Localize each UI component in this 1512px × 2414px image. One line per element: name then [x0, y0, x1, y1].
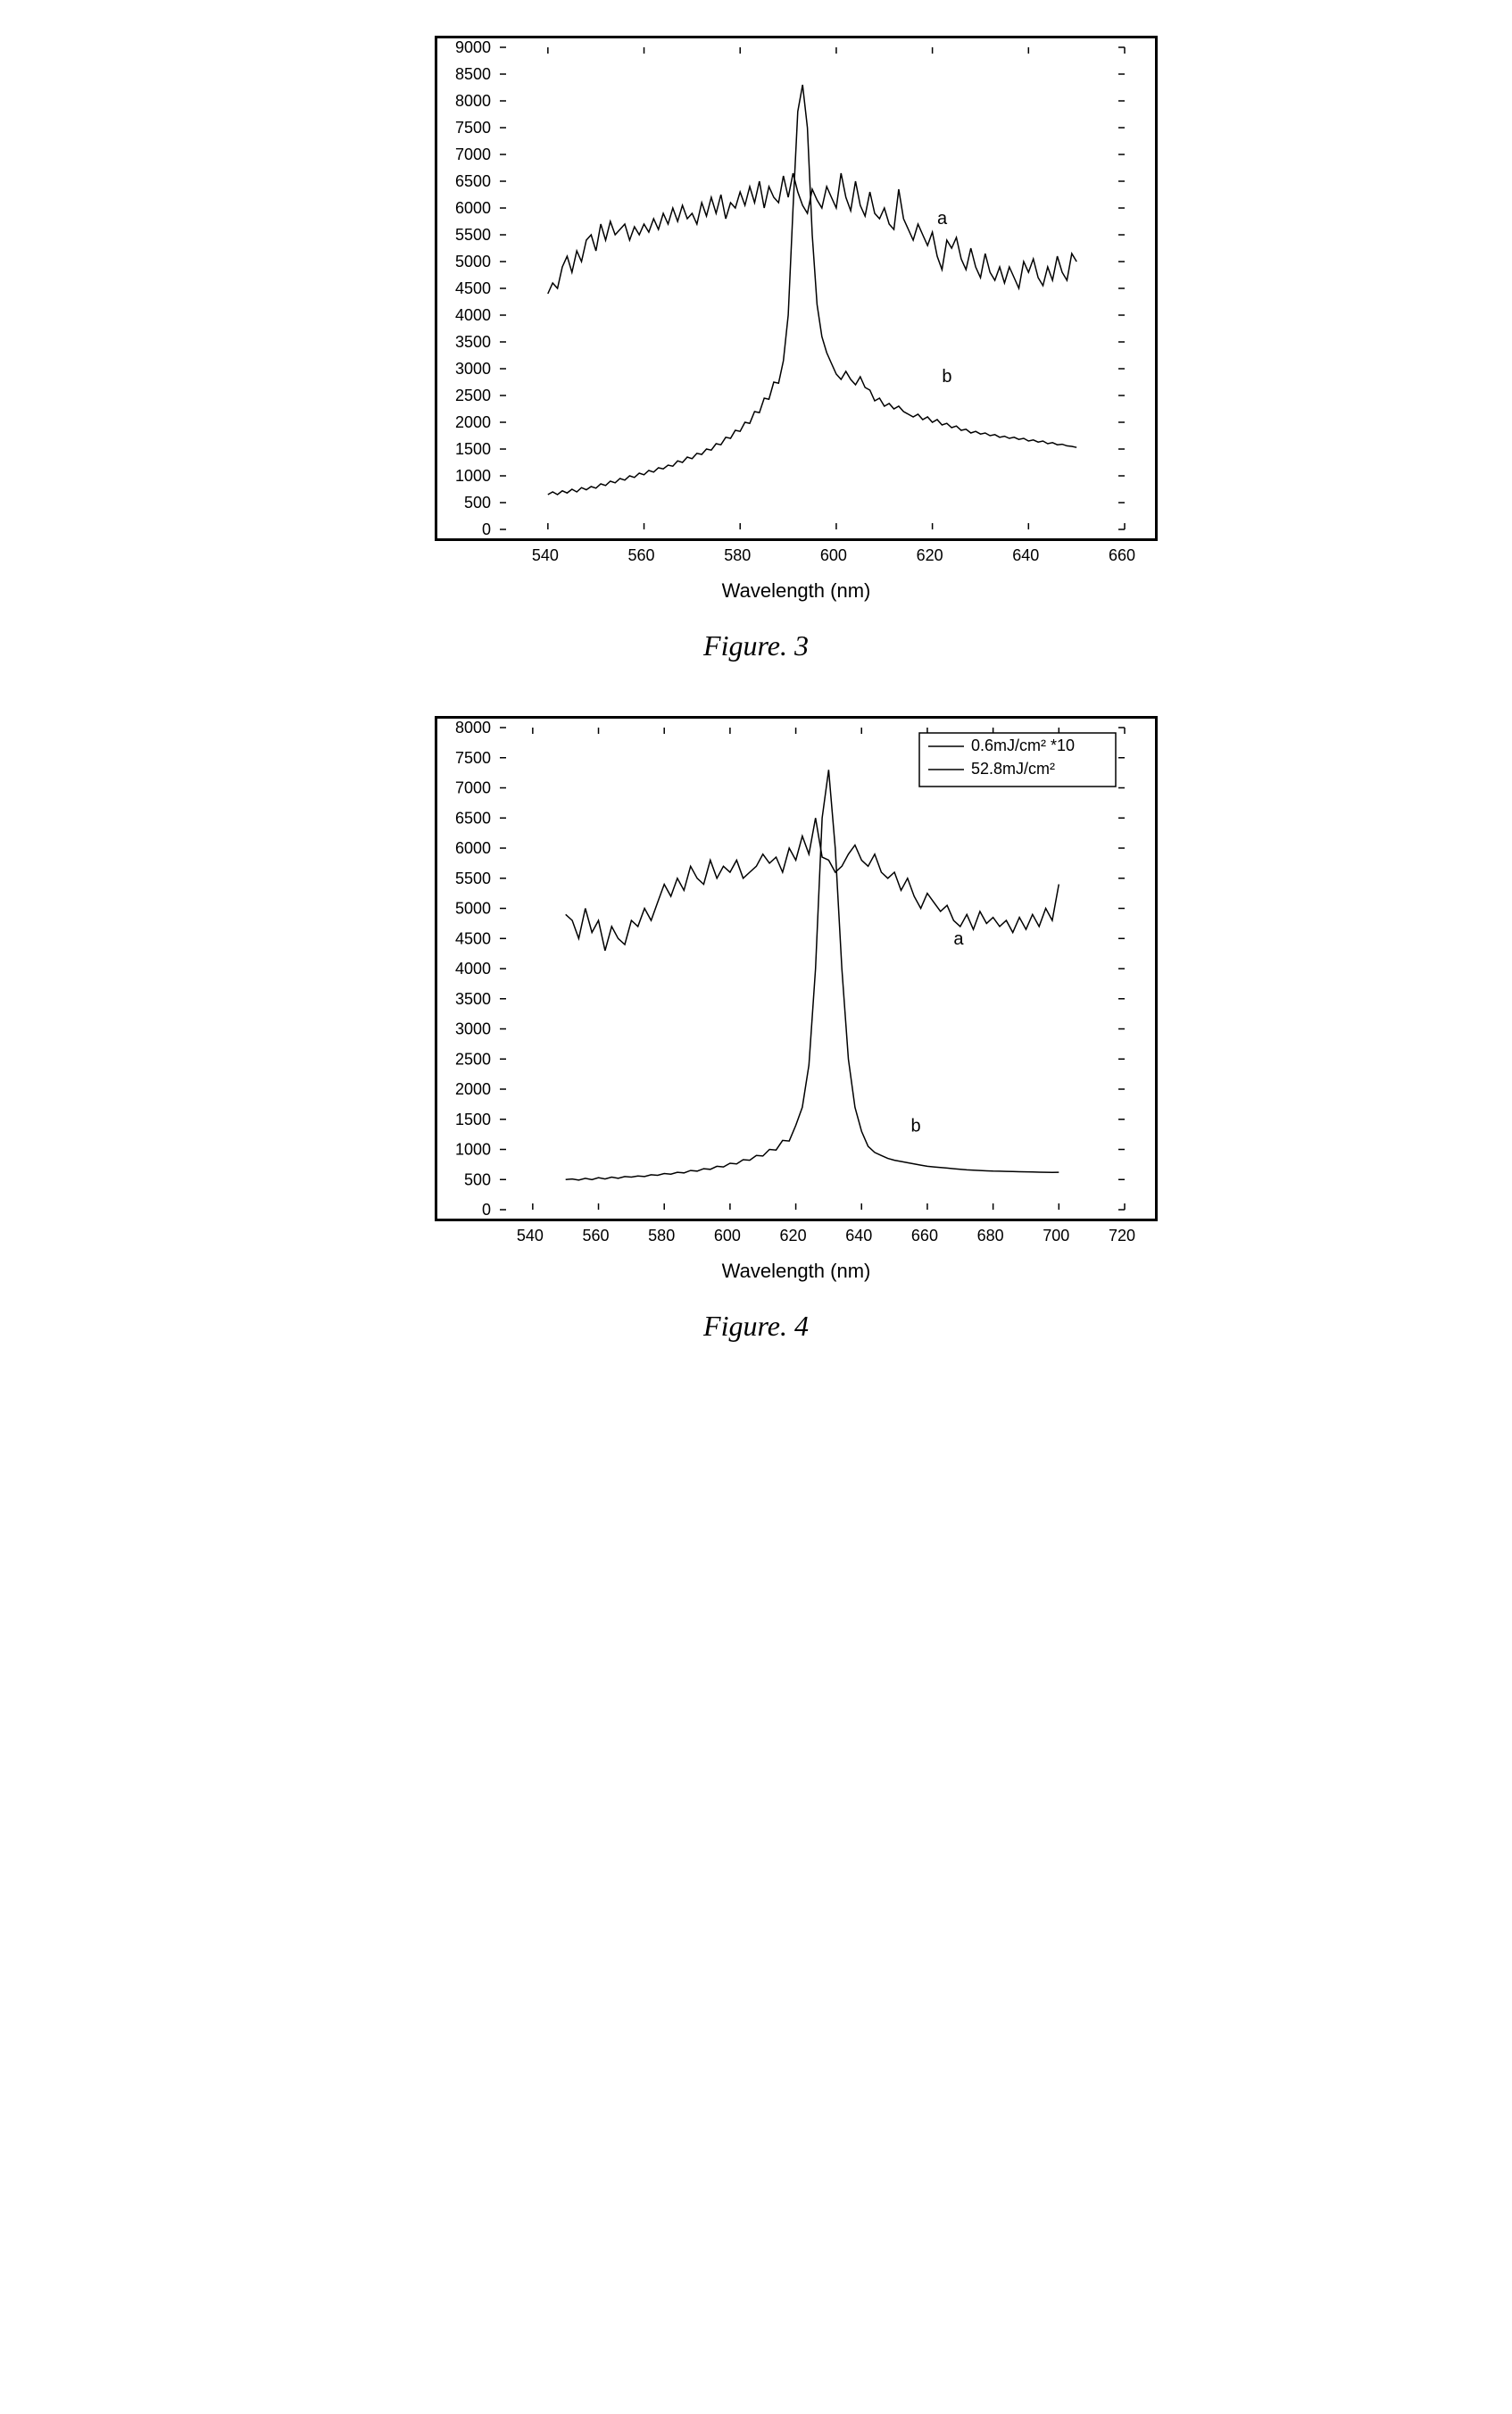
- svg-text:0: 0: [482, 520, 491, 538]
- svg-text:6500: 6500: [455, 172, 491, 190]
- figure-3-container: Emission Intensity (a.u.) 05001000150020…: [354, 36, 1158, 662]
- fig4-xlabel: Wavelength (nm): [435, 1260, 1158, 1283]
- figure-4-container: Peak Intensity (a.u.) 050010001500200025…: [354, 716, 1158, 1343]
- svg-text:a: a: [953, 929, 964, 949]
- svg-text:3500: 3500: [455, 990, 491, 1008]
- svg-text:540: 540: [532, 546, 559, 564]
- svg-text:5500: 5500: [455, 870, 491, 887]
- svg-text:700: 700: [1043, 1227, 1069, 1244]
- svg-text:560: 560: [628, 546, 655, 564]
- svg-text:8000: 8000: [455, 719, 491, 737]
- svg-text:1000: 1000: [455, 467, 491, 485]
- svg-text:b: b: [911, 1116, 921, 1136]
- svg-text:7000: 7000: [455, 779, 491, 797]
- svg-text:0: 0: [482, 1201, 491, 1219]
- svg-text:3500: 3500: [455, 333, 491, 351]
- svg-text:3000: 3000: [455, 360, 491, 378]
- svg-text:580: 580: [724, 546, 751, 564]
- svg-text:8000: 8000: [455, 92, 491, 110]
- svg-text:600: 600: [714, 1227, 741, 1244]
- svg-text:4000: 4000: [455, 960, 491, 978]
- svg-text:500: 500: [464, 494, 491, 512]
- svg-text:500: 500: [464, 1170, 491, 1188]
- fig3-caption: Figure. 3: [354, 629, 1158, 662]
- svg-text:720: 720: [1109, 1227, 1135, 1244]
- fig4-xticklabels: 540560580600620640660680700720: [435, 1221, 1131, 1248]
- svg-text:600: 600: [820, 546, 847, 564]
- svg-text:8500: 8500: [455, 65, 491, 83]
- fig4-caption: Figure. 4: [354, 1310, 1158, 1343]
- svg-text:580: 580: [648, 1227, 675, 1244]
- svg-text:540: 540: [517, 1227, 544, 1244]
- svg-text:2000: 2000: [455, 1080, 491, 1098]
- svg-text:560: 560: [583, 1227, 610, 1244]
- svg-text:2000: 2000: [455, 413, 491, 431]
- svg-text:5000: 5000: [455, 900, 491, 918]
- svg-text:1500: 1500: [455, 1111, 491, 1128]
- svg-text:2500: 2500: [455, 1050, 491, 1068]
- svg-text:7500: 7500: [455, 749, 491, 767]
- svg-text:2500: 2500: [455, 387, 491, 404]
- svg-text:640: 640: [1012, 546, 1039, 564]
- fig4-svg: 0 500 1000 1500 2000 2500 3000 3500 4000 4500 5000…: [437, 719, 1134, 1219]
- fig3-xlabel: Wavelength (nm): [435, 579, 1158, 603]
- svg-text:680: 680: [977, 1227, 1004, 1244]
- svg-text:660: 660: [1109, 546, 1135, 564]
- fig3-xticklabels: 540560580600620640660: [435, 541, 1131, 568]
- svg-text:0.6mJ/cm² *10: 0.6mJ/cm² *10: [971, 737, 1075, 754]
- svg-text:620: 620: [780, 1227, 807, 1244]
- svg-text:6500: 6500: [455, 809, 491, 827]
- fig3-chart-box: 0 500 1000 1500 2000 2500 3000 3500 4000 4500 5000…: [435, 36, 1158, 541]
- svg-text:620: 620: [917, 546, 943, 564]
- svg-text:640: 640: [845, 1227, 872, 1244]
- svg-text:9000: 9000: [455, 38, 491, 56]
- svg-text:4500: 4500: [455, 929, 491, 947]
- svg-text:1500: 1500: [455, 440, 491, 458]
- svg-text:3000: 3000: [455, 1020, 491, 1038]
- svg-text:1000: 1000: [455, 1141, 491, 1159]
- svg-text:a: a: [937, 209, 948, 229]
- fig3-svg: 0 500 1000 1500 2000 2500 3000 3500 4000 4500 5000…: [437, 38, 1134, 538]
- svg-text:5000: 5000: [455, 253, 491, 271]
- svg-text:6000: 6000: [455, 199, 491, 217]
- svg-text:7000: 7000: [455, 146, 491, 163]
- fig4-chart-box: 0 500 1000 1500 2000 2500 3000 3500 4000 4500 5000…: [435, 716, 1158, 1221]
- svg-text:5500: 5500: [455, 226, 491, 244]
- svg-text:4000: 4000: [455, 306, 491, 324]
- svg-text:b: b: [942, 367, 951, 387]
- svg-text:7500: 7500: [455, 119, 491, 137]
- svg-text:660: 660: [911, 1227, 938, 1244]
- svg-text:6000: 6000: [455, 839, 491, 857]
- svg-text:52.8mJ/cm²: 52.8mJ/cm²: [971, 760, 1055, 778]
- svg-text:4500: 4500: [455, 279, 491, 297]
